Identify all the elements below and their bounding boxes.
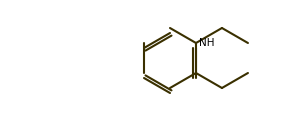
Text: NH: NH — [199, 38, 214, 48]
